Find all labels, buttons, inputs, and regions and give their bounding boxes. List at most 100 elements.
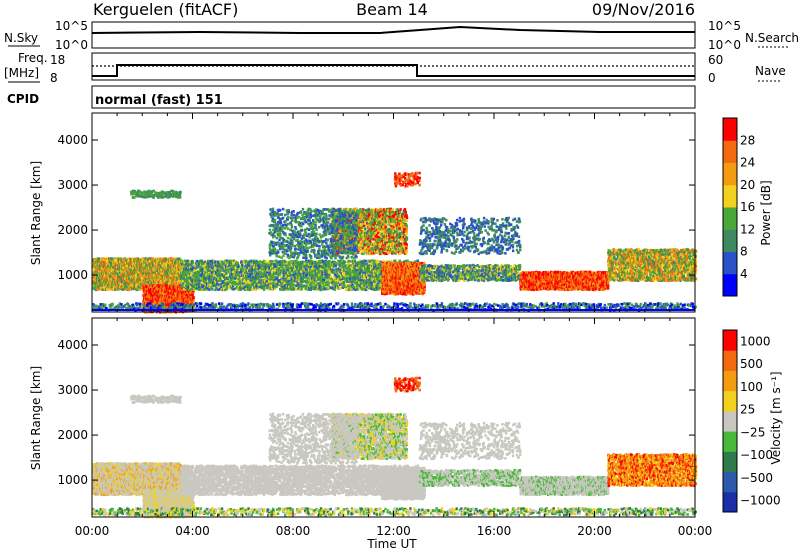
power-cell xyxy=(175,278,178,282)
power-cell xyxy=(261,263,265,266)
power-cell xyxy=(125,277,129,280)
power-cell xyxy=(142,288,146,292)
power-cell xyxy=(156,296,160,300)
power-cell xyxy=(149,280,153,284)
power-cell xyxy=(178,257,181,261)
power-cell xyxy=(251,271,254,274)
power-cell xyxy=(103,260,107,263)
power-cell xyxy=(111,274,114,278)
power-cell xyxy=(149,300,153,303)
power-cell xyxy=(327,283,330,287)
power-cell xyxy=(128,264,131,268)
power-cell xyxy=(137,270,141,274)
power-cell xyxy=(163,291,166,295)
power-cell xyxy=(219,278,222,282)
power-cell xyxy=(174,282,178,285)
power-cell xyxy=(127,275,131,279)
power-cell xyxy=(116,277,120,280)
power-cell xyxy=(114,259,117,262)
power-cell xyxy=(156,260,159,263)
power-cell xyxy=(100,258,104,261)
nsearch-tick-top: 10^5 xyxy=(708,19,741,33)
power-cell xyxy=(125,258,129,262)
power-cell xyxy=(97,278,100,281)
power-cell xyxy=(141,284,144,287)
power-cell xyxy=(290,260,293,263)
power-cell xyxy=(334,262,338,265)
power-cell xyxy=(107,276,110,280)
power-cell xyxy=(131,276,135,280)
nsky-label: N.Sky xyxy=(4,31,38,45)
power-cell xyxy=(342,280,345,284)
cpid-label: CPID xyxy=(7,92,39,106)
power-cell xyxy=(173,264,176,268)
power-cell xyxy=(175,280,178,284)
nsearch-label: N.Search xyxy=(745,31,799,45)
nsky-tick-top: 10^5 xyxy=(55,19,88,33)
power-cell xyxy=(338,286,342,290)
power-cell xyxy=(148,292,151,296)
beam-title: Beam 14 xyxy=(356,0,428,19)
freq-label: Freq. xyxy=(18,51,48,65)
power-cell xyxy=(106,273,109,276)
power-cell xyxy=(124,261,127,265)
freq-line xyxy=(92,64,695,77)
power-cell xyxy=(144,287,148,291)
power-cell xyxy=(98,264,102,268)
nsky-panel xyxy=(8,21,696,49)
power-cell xyxy=(287,276,291,280)
power-cell xyxy=(168,258,172,262)
power-cell xyxy=(143,263,147,266)
power-cell xyxy=(126,266,130,270)
power-cell xyxy=(186,271,189,275)
power-cell xyxy=(159,287,163,291)
power-cell xyxy=(158,300,162,303)
power-cell xyxy=(146,285,149,288)
power-cell xyxy=(164,304,167,308)
power-cell xyxy=(139,272,143,276)
power-cell xyxy=(158,267,161,270)
power-cell xyxy=(163,290,167,294)
power-cell xyxy=(122,273,125,277)
power-cell xyxy=(120,280,124,284)
power-cell xyxy=(105,288,109,291)
power-cell xyxy=(173,276,176,280)
power-cell xyxy=(241,263,244,267)
power-cell xyxy=(154,273,157,277)
power-cell xyxy=(138,263,141,266)
power-cell xyxy=(146,263,150,267)
power-cell xyxy=(159,263,162,267)
power-cell xyxy=(198,277,201,281)
power-cell xyxy=(179,258,182,262)
power-cell xyxy=(94,258,98,262)
power-cell xyxy=(225,271,228,275)
power-cell xyxy=(139,281,142,284)
power-cell xyxy=(105,279,109,283)
cpid-text: normal (fast) 151 xyxy=(95,93,223,108)
power-cell xyxy=(157,304,161,307)
power-cell xyxy=(160,268,163,272)
power-cell xyxy=(329,275,333,278)
power-cell xyxy=(343,260,347,264)
power-cell xyxy=(170,257,173,260)
freq-tick-bottom: 8 xyxy=(50,71,58,85)
power-cell xyxy=(165,268,168,272)
power-cell xyxy=(134,274,138,278)
power-cell xyxy=(128,275,132,278)
power-cell xyxy=(319,288,322,292)
nave-tick-top: 60 xyxy=(708,53,723,67)
nave-label: Nave xyxy=(755,64,786,78)
power-cell xyxy=(140,282,143,286)
power-cell xyxy=(192,299,195,303)
power-cell xyxy=(166,297,169,301)
power-cell xyxy=(159,279,163,282)
power-cell xyxy=(128,269,131,273)
power-cell xyxy=(171,276,174,280)
power-cell xyxy=(175,272,178,276)
power-cell xyxy=(139,258,143,262)
power-cell xyxy=(179,266,183,270)
power-cell xyxy=(166,275,170,278)
power-cell xyxy=(117,287,120,291)
